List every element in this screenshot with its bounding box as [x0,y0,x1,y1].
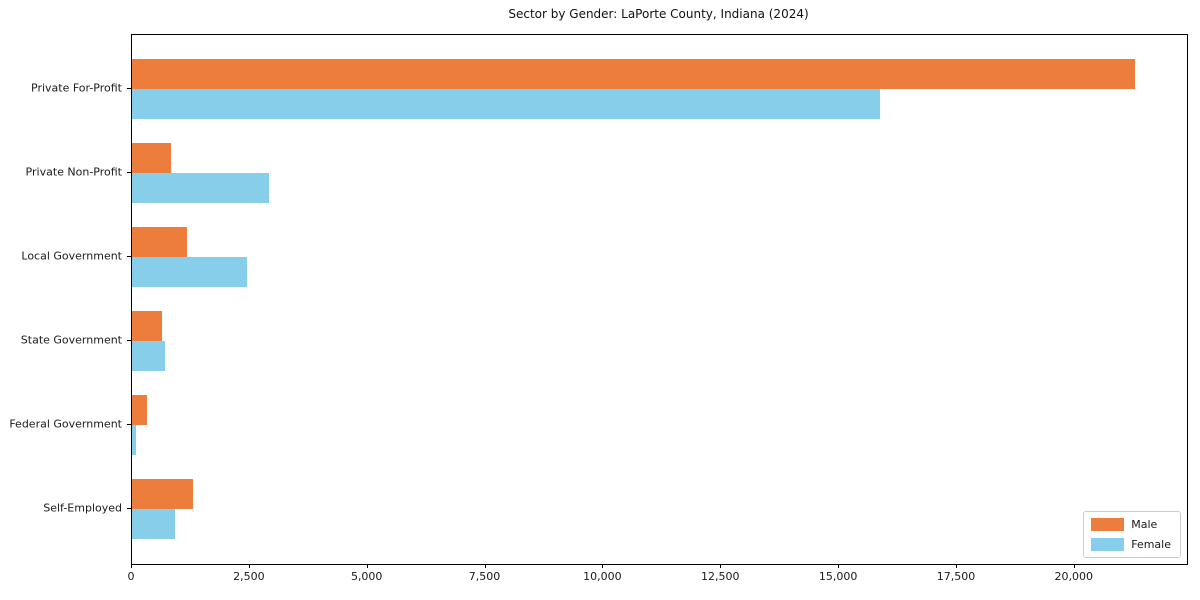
bar-female-3 [132,341,165,371]
bar-male-3 [132,311,163,341]
bar-male-1 [132,143,172,173]
x-tick-mark [131,564,132,568]
y-tick-mark [127,340,131,341]
x-tick-mark [720,564,722,568]
x-tick-mark [366,564,368,568]
legend-swatch-icon [1091,538,1125,551]
y-tick-mark [127,256,131,257]
x-tick-label: 20,000 [1054,570,1094,583]
plot-area: Male Female [131,34,1188,565]
bar-male-0 [132,59,1135,89]
x-tick-label: 5,000 [350,570,383,583]
bar-female-2 [132,257,248,287]
x-tick-mark [602,564,604,568]
bar-male-4 [132,395,148,425]
legend: Male Female [1083,511,1181,558]
bar-female-4 [132,425,136,455]
x-tick-mark [484,564,486,568]
legend-entry-male: Male [1091,518,1171,531]
bar-male-5 [132,479,193,509]
x-tick-label: 15,000 [818,570,858,583]
bar-male-2 [132,227,188,257]
y-category-label: Federal Government [9,417,122,431]
x-tick-label: 2,500 [233,570,265,583]
x-tick-mark [1073,564,1075,568]
y-tick-mark [127,424,131,425]
x-tick-mark [955,564,957,568]
y-category-label: Local Government [21,249,122,263]
y-category-label: Private For-Profit [31,81,122,95]
x-tick-mark [838,564,840,568]
legend-label: Female [1131,538,1171,551]
x-tick-label: 17,500 [936,570,976,583]
x-tick-label: 10,000 [583,570,622,583]
legend-label: Male [1131,518,1158,531]
y-tick-mark [127,508,131,509]
y-category-label: Private Non-Profit [25,165,122,179]
x-tick-label: 0 [127,570,135,583]
y-tick-mark [127,88,131,89]
x-tick-label: 7,500 [468,570,501,583]
bar-female-1 [132,173,269,203]
x-tick-label: 12,500 [701,570,740,583]
legend-entry-female: Female [1091,538,1171,551]
chart-title: Sector by Gender: LaPorte County, Indian… [508,7,809,21]
y-category-label: State Government [20,333,122,347]
x-tick-mark [248,564,250,568]
y-category-label: Self-Employed [43,501,122,515]
legend-swatch-icon [1091,518,1125,531]
bar-female-0 [132,89,881,119]
bar-female-5 [132,509,175,539]
y-tick-mark [127,172,131,173]
